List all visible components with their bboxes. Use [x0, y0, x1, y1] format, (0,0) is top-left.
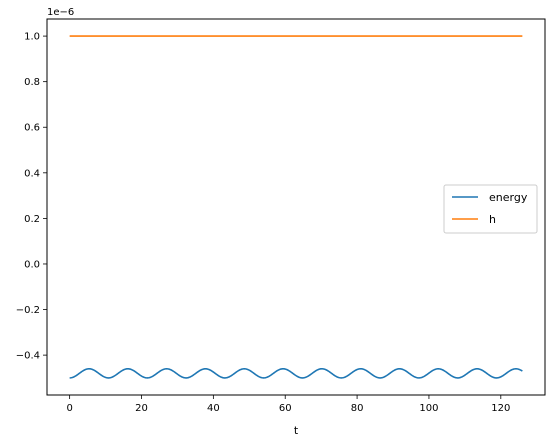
- y-tick-label: 0.2: [24, 214, 40, 225]
- x-tick-label: 20: [135, 403, 148, 414]
- y-tick-label: 0.6: [24, 123, 40, 134]
- legend: energy h: [443, 184, 538, 234]
- y-offset-label: 1e−6: [47, 7, 74, 18]
- x-tick-label: 120: [491, 403, 510, 414]
- x-tick-label: 100: [419, 403, 438, 414]
- x-tick-label: 40: [207, 403, 220, 414]
- legend-label-h: h: [489, 213, 496, 226]
- y-tick-label: 1.0: [24, 32, 40, 43]
- y-ticks: −0.4 −0.2 0.0 0.2 0.4 0.6 0.8 1.0: [16, 32, 47, 362]
- series-layer: [69, 35, 523, 379]
- series-line-energy: [69, 367, 523, 379]
- plot-frame: [46, 18, 546, 396]
- y-tick-label: −0.4: [16, 351, 40, 362]
- y-tick-label: 0.4: [24, 168, 40, 179]
- x-tick-label: 80: [351, 403, 364, 414]
- y-tick-label: 0.0: [24, 259, 40, 270]
- y-tick-label: 0.8: [24, 77, 40, 88]
- x-tick-label: 0: [66, 403, 72, 414]
- y-tick-label: −0.2: [16, 305, 40, 316]
- x-tick-label: 60: [279, 403, 292, 414]
- x-axis-label: t: [294, 424, 299, 437]
- legend-label-energy: energy: [489, 191, 528, 204]
- x-ticks: 0 20 40 60 80 100 120: [66, 395, 510, 414]
